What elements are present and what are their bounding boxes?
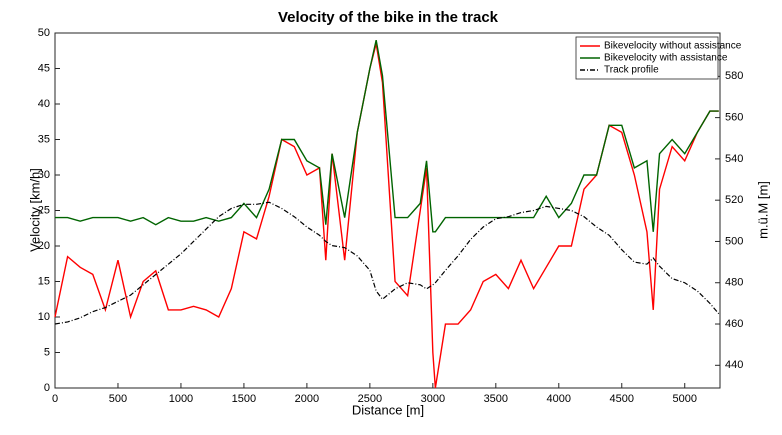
x-tick-label: 3500	[484, 393, 508, 405]
x-tick-label: 4000	[547, 393, 571, 405]
y2-tick-label: 540	[725, 153, 743, 165]
y-tick-label: 5	[44, 346, 50, 358]
y-tick-label: 25	[38, 204, 50, 216]
y-tick-label: 15	[38, 275, 50, 287]
y-tick-label: 40	[38, 98, 50, 110]
plot-frame	[54, 32, 721, 389]
x-tick-label: 0	[52, 393, 58, 405]
y-tick-label: 35	[38, 133, 50, 145]
x-tick-label: 500	[109, 393, 127, 405]
chart-title: Velocity of the bike in the track	[278, 9, 499, 26]
legend-label: Bikevelocity without assistance	[604, 41, 742, 52]
legend-label: Track profile	[604, 65, 659, 76]
y2-tick-label: 460	[725, 318, 743, 330]
y-axis-label: Velocity [km/h]	[27, 168, 42, 252]
y2-tick-label: 580	[725, 70, 743, 82]
y2-tick-label: 520	[725, 194, 743, 206]
x-tick-label: 1000	[169, 393, 193, 405]
x-axis-label: Distance [m]	[352, 402, 424, 417]
y-tick-label: 20	[38, 240, 50, 252]
series-line	[55, 39, 719, 233]
x-tick-label: 2000	[295, 393, 319, 405]
y-tick-label: 50	[38, 27, 50, 39]
y2-tick-label: 560	[725, 112, 743, 124]
y-tick-label: 45	[38, 62, 50, 74]
legend-label: Bikevelocity with assistance	[604, 53, 728, 64]
y-tick-label: 10	[38, 311, 50, 323]
y2-tick-label: 480	[725, 277, 743, 289]
series-line	[54, 43, 719, 389]
y2-tick-label: 440	[725, 359, 743, 371]
y-tick-label: 30	[38, 169, 50, 181]
y2-axis-label: m.ü.M [m]	[755, 181, 770, 239]
x-tick-label: 4500	[610, 393, 634, 405]
x-tick-label: 3000	[421, 393, 445, 405]
x-tick-label: 2500	[358, 393, 382, 405]
x-tick-label: 1500	[232, 393, 256, 405]
x-tick-label: 5000	[672, 393, 696, 405]
y-tick-label: 0	[44, 382, 50, 394]
series-line	[54, 201, 720, 325]
y2-tick-label: 500	[725, 235, 743, 247]
